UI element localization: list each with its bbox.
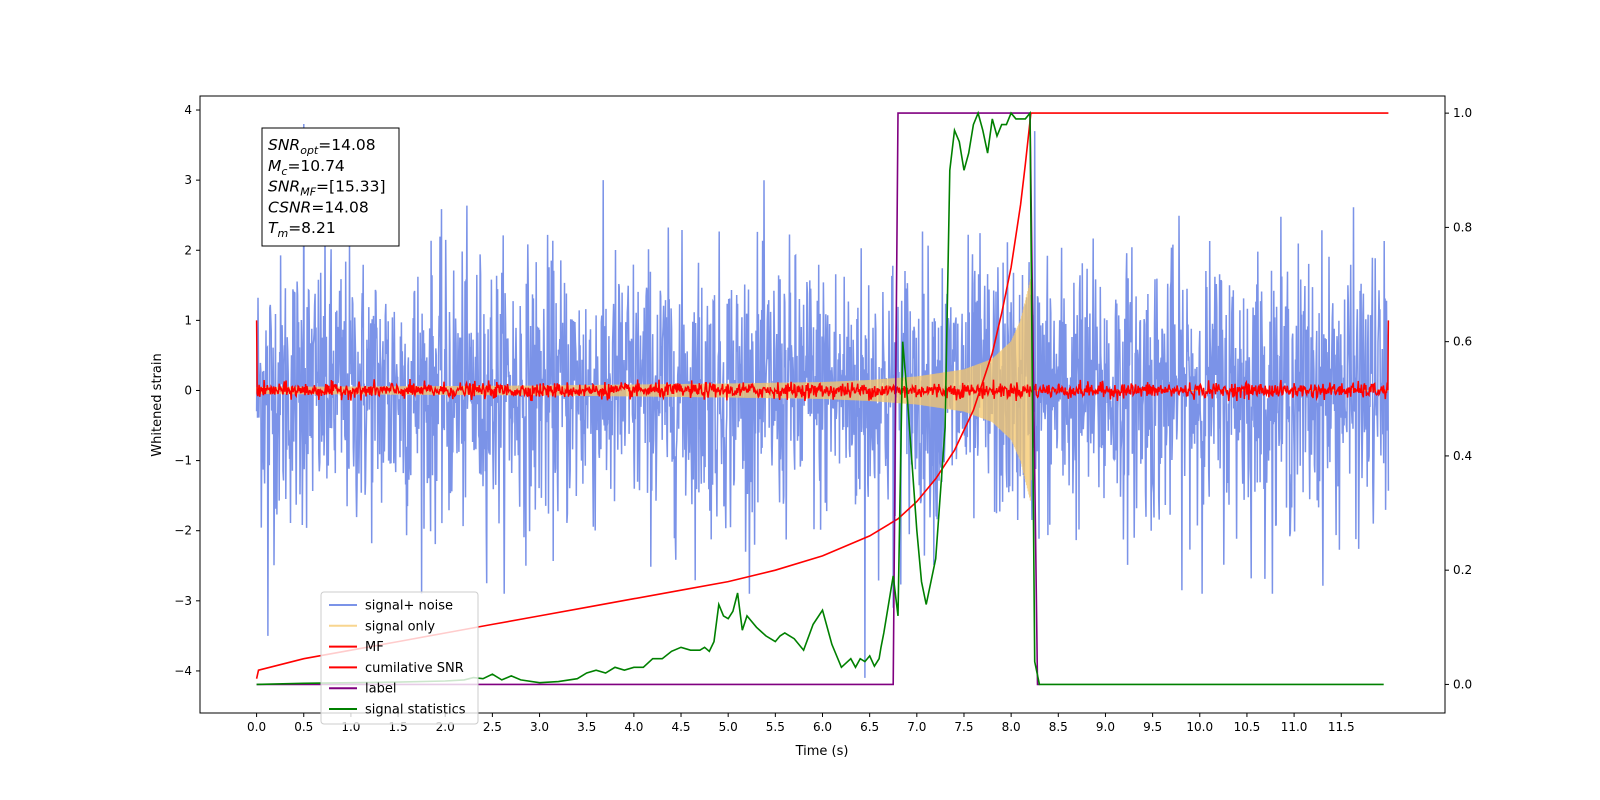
legend-label: cumilative SNR [365,661,464,676]
y-axis-label: Whitened strain [150,353,165,456]
series-mf-line [255,320,1390,402]
x-tick-label: 3.5 [577,720,596,734]
x-tick-label: 9.0 [1096,720,1115,734]
x-tick-label: 9.5 [1143,720,1162,734]
annotation-line: Mc=10.74 [268,157,345,178]
y-tick-label: 2 [184,243,192,257]
y-axis: 4 3 2 1 0 −1 −2 −3 −4 [174,103,200,678]
x-tick-label: 11.0 [1281,720,1308,734]
y2-tick-label: 1.0 [1453,106,1472,120]
y-tick-label: 3 [184,173,192,187]
y-tick-label: −2 [174,524,192,538]
x-tick-label: 6.5 [860,720,879,734]
legend-label: signal+ noise [365,599,453,614]
y-tick-label: 4 [184,103,192,117]
annotation-line: CSNR=14.08 [268,198,369,216]
series-signal-statistics-line [256,110,1384,686]
x-tick-label: 4.5 [671,720,690,734]
y2-tick-label: 0.8 [1453,220,1472,234]
legend-label: signal statistics [365,703,466,718]
legend-label: signal only [365,619,435,634]
annotation-frame [261,127,400,247]
series-label-line [256,112,1040,686]
y-tick-label: 1 [184,313,192,327]
y2-tick-label: 0.2 [1453,563,1472,577]
y2-tick-label: 0.6 [1453,335,1472,349]
x-tick-label: 7.0 [907,720,926,734]
legend: signal+ noise signal only MF cumilative SNR… [320,591,479,725]
x-tick-label: 2.5 [483,720,502,734]
legend-label: MF [365,640,384,655]
x-tick-label: 4.0 [624,720,643,734]
annotation-line: SNRMF=[15.33] [268,178,386,199]
y-tick-label: −1 [174,454,192,468]
legend-label: label [365,682,396,697]
x-axis: 0.0 0.5 1.0 1.5 2.0 2.5 3.0 3.5 4.0 4.5 5.0 5.5 6.0 6… [247,713,1355,734]
x-tick-label: 8.0 [1002,720,1021,734]
y-tick-label: −3 [174,594,192,608]
x-tick-label: 11.5 [1328,720,1355,734]
x-tick-label: 7.5 [954,720,973,734]
y-tick-label: −4 [174,664,192,678]
x-tick-label: 10.0 [1186,720,1213,734]
x-tick-label: 5.0 [719,720,738,734]
x-tick-label: 6.0 [813,720,832,734]
x-axis-label: Time (s) [795,744,849,759]
x-tick-label: 5.5 [766,720,785,734]
y2-tick-label: 0.4 [1453,449,1472,463]
x-tick-label: 0.5 [294,720,313,734]
y2-tick-label: 0.0 [1453,677,1472,691]
y-tick-label: 0 [184,383,192,397]
x-tick-label: 3.0 [530,720,549,734]
x-tick-label: 8.5 [1049,720,1068,734]
annotation-box: SNRopt=14.08Mc=10.74SNRMF=[15.33]CSNR=14… [261,127,400,247]
annotation-line: Tm=8.21 [268,219,336,240]
annotation-line: SNRopt=14.08 [268,136,376,157]
x-tick-label: 0.0 [247,720,266,734]
y2-axis: 0.0 0.2 0.4 0.6 0.8 1.0 [1445,106,1472,691]
x-tick-label: 10.5 [1234,720,1261,734]
legend-frame [320,591,479,725]
